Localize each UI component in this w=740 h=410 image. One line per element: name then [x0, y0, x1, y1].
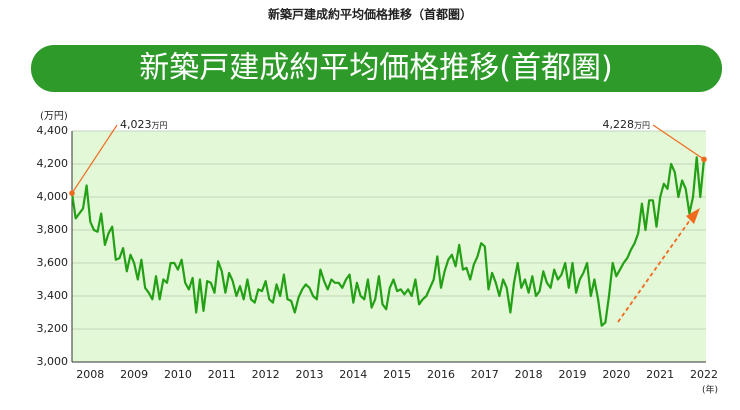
x-tick-label: 2018 [515, 368, 543, 381]
y-tick-label: 4,000 [37, 190, 69, 203]
x-tick-label: 2016 [427, 368, 455, 381]
x-tick-label: 2012 [252, 368, 280, 381]
y-tick-label: 4,400 [37, 124, 69, 137]
x-tick-label: 2013 [295, 368, 323, 381]
banner [31, 45, 722, 92]
y-tick-label: 3,600 [37, 256, 69, 269]
annotation-unit: 万円 [152, 121, 168, 130]
annotation-value: 4,023 [120, 118, 152, 131]
chart-title: 新築戸建成約平均価格推移（首都圏） [268, 7, 472, 22]
x-tick-label: 2017 [471, 368, 499, 381]
annotation: 4,023万円 [120, 118, 168, 131]
annotation-point [701, 156, 707, 163]
x-tick-label: 2014 [339, 368, 367, 381]
y-tick-label: 3,400 [37, 289, 69, 302]
data-line [70, 156, 706, 327]
x-tick-label: 2009 [120, 368, 148, 381]
x-tick-label: 2008 [76, 368, 104, 381]
annotation-value: 4,228 [603, 118, 635, 131]
y-axis-label: (万円) [40, 111, 68, 122]
y-tick-label: 3,000 [37, 355, 69, 368]
x-tick-label: 2015 [383, 368, 411, 381]
annotation-point [69, 190, 75, 197]
x-tick-label: 2011 [208, 368, 236, 381]
x-tick-label: 2020 [602, 368, 630, 381]
annotation-leader [71, 124, 118, 194]
y-tick-label: 3,200 [37, 322, 69, 335]
x-tick-label: 2021 [646, 368, 674, 381]
banner-text: 新築戸建成約平均価格推移(首都圏) [139, 51, 612, 86]
annotation: 4,228万円 [603, 118, 651, 131]
plot-background [72, 131, 706, 362]
x-tick-label: 2019 [558, 368, 586, 381]
y-tick-label: 3,800 [37, 223, 69, 236]
y-tick-label: 4,200 [37, 157, 69, 170]
x-axis-label: (年) [702, 384, 718, 396]
trend-arrowhead [686, 208, 700, 224]
annotation-leader [652, 124, 705, 160]
x-tick-label: 2010 [164, 368, 192, 381]
annotation-unit: 万円 [634, 121, 650, 130]
x-tick-label: 2022 [690, 368, 718, 381]
